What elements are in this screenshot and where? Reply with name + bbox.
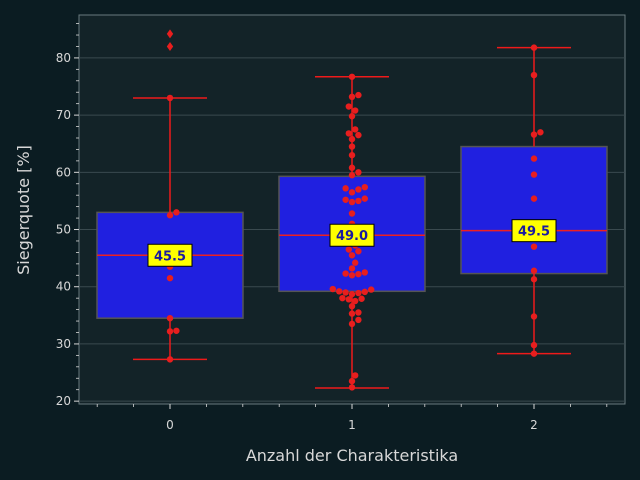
y-tick-label: 80 <box>56 51 71 65</box>
data-point <box>358 295 365 302</box>
data-point <box>348 377 356 385</box>
data-point <box>361 195 368 202</box>
outlier-point <box>166 41 174 51</box>
y-tick-label: 30 <box>56 337 71 351</box>
x-tick-label: 1 <box>348 418 356 432</box>
data-point <box>355 270 362 278</box>
data-point <box>348 272 356 279</box>
data-point <box>348 302 356 310</box>
data-point <box>530 155 538 162</box>
median-label: 45.5 <box>154 249 186 264</box>
median-label-box <box>511 219 557 243</box>
y-axis-label: Siegerquote [%] <box>14 145 33 275</box>
y-tick-label: 40 <box>56 280 71 294</box>
data-point <box>355 248 362 255</box>
data-point <box>348 113 356 120</box>
median-labels: 45.5 49.0 49.5 <box>147 219 557 267</box>
data-point <box>166 328 174 335</box>
data-point <box>361 183 368 191</box>
data-point <box>355 169 362 176</box>
data-point <box>355 309 362 316</box>
x-tick-label: 2 <box>530 418 538 432</box>
x-axis-label: Anzahl der Charakteristika <box>246 446 458 465</box>
data-point <box>368 286 375 293</box>
data-point <box>348 135 356 143</box>
axes: 20 30 40 50 60 70 80 0 1 2 <box>56 23 608 432</box>
data-point <box>361 288 368 296</box>
data-point <box>342 185 349 192</box>
data-point <box>336 288 343 295</box>
data-point <box>530 276 538 283</box>
data-point <box>530 171 538 178</box>
median-label-box <box>147 243 193 267</box>
data-points <box>166 29 544 391</box>
data-point <box>348 310 356 317</box>
data-point <box>173 327 180 334</box>
data-point <box>345 130 352 137</box>
data-point <box>329 285 336 293</box>
data-point <box>352 259 359 266</box>
data-point <box>352 126 359 133</box>
data-point <box>348 164 356 171</box>
data-point <box>355 91 362 99</box>
data-point <box>355 197 362 205</box>
data-point <box>537 129 544 136</box>
data-point <box>355 289 362 297</box>
data-point <box>342 289 349 296</box>
median-label: 49.0 <box>336 229 368 244</box>
y-tick-label: 70 <box>56 108 71 122</box>
data-point <box>355 131 362 139</box>
data-point <box>342 196 349 203</box>
data-point <box>530 341 538 349</box>
data-point <box>530 313 538 320</box>
data-point <box>530 71 538 79</box>
data-point <box>348 198 356 206</box>
data-point <box>173 209 180 216</box>
data-point <box>348 189 356 196</box>
data-point <box>166 212 174 219</box>
data-point <box>348 320 356 328</box>
data-point <box>361 269 368 276</box>
data-point <box>348 265 356 272</box>
data-point <box>530 267 538 274</box>
data-point <box>166 274 174 282</box>
x-tick-label: 0 <box>166 418 174 432</box>
data-point <box>352 297 359 305</box>
data-point <box>345 296 352 303</box>
y-tick-label: 20 <box>56 394 71 408</box>
box-2 <box>460 145 608 275</box>
outlier-point <box>166 29 174 39</box>
data-point <box>166 94 174 102</box>
data-point <box>355 316 362 324</box>
data-point <box>348 73 356 80</box>
data-point <box>348 252 356 259</box>
data-point <box>345 246 352 253</box>
data-point <box>352 372 359 379</box>
data-point <box>348 93 356 101</box>
data-point <box>530 131 538 138</box>
data-point <box>166 356 174 363</box>
data-point <box>530 350 538 357</box>
data-point <box>530 243 538 250</box>
median-label-box <box>329 223 375 247</box>
y-tick-label: 60 <box>56 165 71 179</box>
data-point <box>348 143 356 150</box>
data-point <box>530 195 538 202</box>
data-point <box>345 103 352 110</box>
data-point <box>342 270 349 277</box>
data-point <box>352 107 359 114</box>
data-point <box>348 384 356 391</box>
data-point <box>348 290 356 298</box>
data-point <box>348 151 356 159</box>
y-tick-label: 50 <box>56 223 71 237</box>
data-point <box>348 171 356 179</box>
data-point <box>348 210 356 217</box>
data-point <box>530 44 538 51</box>
data-point <box>339 294 346 302</box>
data-point <box>355 186 362 193</box>
data-point <box>166 314 174 322</box>
median-label: 49.5 <box>518 225 550 240</box>
